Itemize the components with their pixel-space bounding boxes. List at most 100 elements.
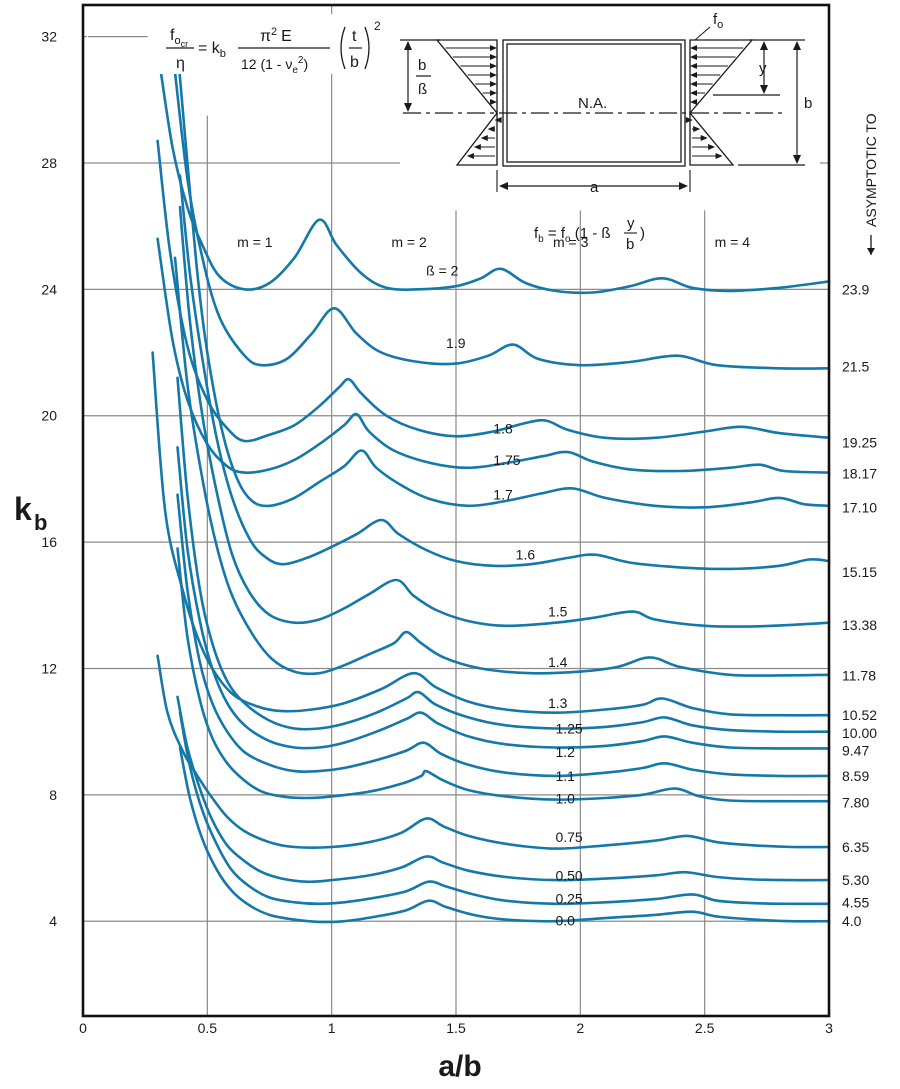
asymptote-label: 10.52 [842, 707, 877, 723]
stress-arrowhead [690, 54, 697, 60]
curve-series [178, 746, 831, 924]
asymptote-header-text: ASYMPTOTIC TO [863, 113, 879, 227]
y-tick-labels: 4 8 12 16 20 24 28 32 [41, 29, 57, 930]
x-axis-label: a/b [438, 1050, 481, 1083]
mode-label: m = 4 [715, 234, 751, 250]
asymptote-label: 21.5 [842, 359, 869, 375]
plate-rect [502, 39, 686, 167]
y-tick-label: 8 [49, 787, 57, 803]
curve-series [151, 351, 831, 717]
curve-label: 1.0 [555, 791, 575, 807]
curve-label: 0.25 [555, 890, 582, 906]
stress-arrowhead [494, 117, 502, 123]
stress-arrowhead [480, 135, 488, 141]
formula-bottom-frac-den: b [626, 236, 634, 253]
curve-label: 1.9 [446, 335, 466, 351]
curve-label: 1.8 [493, 420, 513, 436]
y-tick-label: 28 [41, 155, 57, 171]
plate-loading-diagram: N.A. b ß fo y b [400, 10, 820, 200]
stress-arrowhead [490, 99, 497, 105]
left-compression-triangle [435, 39, 498, 115]
right-tension-triangle [689, 111, 735, 166]
curve-series [156, 47, 831, 295]
formula-frac-num: t [352, 28, 357, 45]
stress-arrowhead [490, 54, 497, 60]
stress-arrowhead [690, 90, 697, 96]
asymptote-label: 11.78 [842, 667, 876, 683]
stress-arrowhead [690, 72, 697, 78]
curve-label: 1.3 [548, 695, 568, 711]
stress-arrowhead [700, 135, 708, 141]
curve-series [178, 711, 831, 906]
curve-series [178, 205, 831, 628]
dim-b-over-beta-num: b [418, 57, 426, 74]
y-tick-label: 12 [41, 660, 57, 676]
y-tick-label: 20 [41, 408, 57, 424]
neutral-axis-label: N.A. [578, 95, 607, 112]
formula-bottom-text: fb = fo (1 - ß [534, 225, 611, 245]
formula-eq: = kb [198, 40, 226, 60]
curve-label: 0.50 [555, 867, 582, 883]
y-axis-label: k b [14, 491, 47, 535]
curve-series [178, 174, 831, 571]
asymptote-label: 17.10 [842, 499, 877, 515]
x-tick-label: 0.5 [198, 1020, 218, 1036]
formula-paren-right [364, 26, 370, 70]
curve-label: 0.0 [555, 913, 575, 929]
formula-rhs-den: 12 (1 - νe2) [241, 55, 308, 76]
formula-lhs-den: η [176, 55, 185, 72]
x-tick-label: 3 [825, 1020, 833, 1036]
stress-arrowhead [490, 45, 497, 51]
curve-label: 0.75 [555, 829, 582, 845]
stress-arrowhead [466, 153, 474, 159]
asymptote-label: 15.15 [842, 564, 877, 580]
curve-series [156, 654, 831, 850]
stress-arrowhead [690, 63, 697, 69]
x-tick-label: 0 [79, 1020, 87, 1036]
x-tick-label: 1 [328, 1020, 336, 1036]
stress-arrowhead [490, 63, 497, 69]
curves [151, 47, 831, 924]
stress-formula: focr η = kb π2 E 12 (1 - νe2) t b 2 [152, 14, 402, 76]
x-tick-label: 1.5 [446, 1020, 466, 1036]
formula-outer-sup: 2 [374, 19, 381, 33]
y-tick-label: 32 [41, 29, 57, 45]
stress-arrowhead [708, 144, 716, 150]
bending-stress-formula: fb = fo (1 - ß y b ) [534, 215, 645, 253]
plot-frame [81, 3, 831, 1018]
asymptote-label: 6.35 [842, 839, 869, 855]
stress-arrowhead [490, 72, 497, 78]
curve-label: 1.5 [548, 604, 568, 620]
curve-series [173, 256, 831, 677]
formula-bottom-frac-num: y [627, 215, 635, 232]
formula-frac-den: b [350, 54, 359, 71]
right-stress-arrows [685, 45, 744, 159]
mode-label: m = 3 [553, 234, 589, 250]
dim-b-label: b [804, 95, 812, 112]
curve-label: ß = 2 [426, 262, 459, 278]
fo-label: fo [713, 11, 723, 31]
mode-label: m = 2 [391, 234, 427, 250]
stress-arrowhead [693, 126, 701, 132]
curve-label: 1.25 [555, 720, 582, 736]
y-tick-label: 24 [41, 281, 57, 297]
curve-series [176, 47, 831, 509]
stress-arrowhead [490, 90, 497, 96]
stress-arrowhead [685, 117, 693, 123]
curve-label: 1.4 [548, 654, 568, 670]
diagram-backdrop [400, 10, 820, 200]
left-stress-arrows [445, 45, 502, 159]
curve-series [176, 376, 831, 734]
plate-inner-rect [506, 43, 682, 163]
curve-series [176, 695, 831, 884]
dim-b-over-beta-den: ß [418, 81, 427, 98]
formula-bottom-close: ) [640, 225, 645, 242]
stress-arrowhead [690, 45, 697, 51]
stress-arrowhead [715, 153, 723, 159]
curve-label: 1.1 [555, 768, 575, 784]
dim-a-label: a [590, 179, 599, 196]
curve-series [171, 47, 831, 370]
left-tension-triangle [455, 111, 498, 166]
y-tick-label: 4 [49, 913, 57, 929]
curve-label: 1.6 [516, 547, 536, 563]
